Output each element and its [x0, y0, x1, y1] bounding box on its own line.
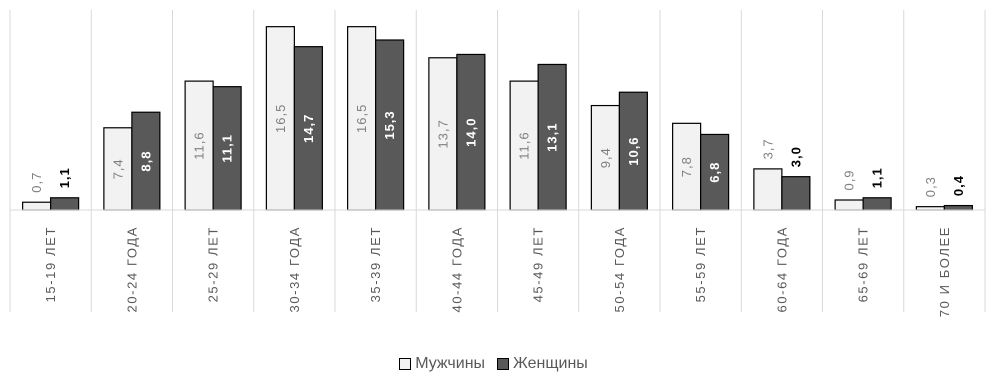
legend-label-men: Мужчины	[415, 355, 486, 372]
category-label-11: 65-69 ЛЕТ	[856, 226, 871, 302]
value-label-women-5: 15,3	[382, 110, 397, 139]
value-label-women-12: 0,4	[951, 175, 966, 196]
value-label-women-1: 1,1	[57, 167, 72, 188]
value-label-women-3: 11,1	[220, 134, 235, 163]
value-label-men-5: 16,5	[354, 104, 369, 133]
bar-women-10	[781, 176, 811, 211]
value-label-women-10: 3,0	[788, 146, 803, 167]
bar-women-1	[50, 197, 80, 211]
value-label-women-7: 13,1	[545, 123, 560, 152]
category-label-8: 50-54 ГОДА	[612, 226, 627, 312]
bar-men-11	[834, 199, 864, 211]
value-label-women-8: 10,6	[626, 136, 641, 165]
bar-women-7	[537, 63, 567, 211]
legend-label-women: Женщины	[513, 355, 588, 372]
category-label-3: 25-29 ЛЕТ	[206, 226, 221, 302]
category-label-7: 45-49 ЛЕТ	[531, 226, 546, 302]
value-label-men-3: 11,6	[192, 131, 207, 159]
value-label-men-6: 13,7	[435, 119, 450, 148]
legend-swatch-women	[497, 358, 510, 370]
value-label-men-2: 7,4	[110, 158, 125, 179]
value-label-women-11: 1,1	[870, 167, 885, 188]
bar-men-1	[22, 201, 52, 211]
category-label-2: 20-24 ГОДА	[124, 226, 139, 312]
value-label-men-12: 0,3	[923, 176, 938, 197]
bar-women-12	[943, 204, 973, 211]
category-label-5: 35-39 ЛЕТ	[368, 226, 383, 302]
value-label-men-11: 0,9	[842, 169, 857, 190]
category-label-9: 55-59 ЛЕТ	[693, 226, 708, 302]
bar-women-8	[618, 91, 648, 211]
bar-women-3	[212, 86, 242, 211]
value-label-men-1: 0,7	[29, 172, 44, 193]
value-label-men-8: 9,4	[598, 147, 613, 168]
bar-men-10	[753, 168, 783, 211]
value-label-women-9: 6,8	[707, 162, 722, 183]
value-label-men-7: 11,6	[517, 131, 532, 159]
category-label-10: 60-64 ГОДА	[774, 226, 789, 312]
bar-men-6	[428, 57, 458, 211]
value-label-women-2: 8,8	[138, 151, 153, 172]
bar-women-5	[375, 39, 405, 211]
bar-men-8	[590, 104, 620, 211]
bar-men-4	[265, 26, 295, 211]
legend: Мужчины Женщины	[0, 354, 987, 374]
value-label-women-4: 14,7	[301, 114, 316, 143]
legend-item-women: Женщины	[497, 355, 588, 373]
legend-swatch-men	[399, 358, 412, 370]
value-label-men-9: 7,8	[679, 156, 694, 177]
category-label-12: 70 И БОЛЕЕ	[937, 226, 952, 317]
category-label-4: 30-34 ГОДА	[287, 226, 302, 312]
bar-women-11	[862, 197, 892, 211]
bar-women-4	[293, 46, 323, 211]
value-label-men-10: 3,7	[760, 138, 775, 159]
value-label-men-4: 16,5	[273, 104, 288, 133]
bar-women-9	[700, 133, 730, 211]
legend-item-men: Мужчины	[399, 355, 485, 373]
category-label-6: 40-44 ГОДА	[449, 226, 464, 312]
bar-women-6	[456, 53, 486, 211]
value-label-women-6: 14,0	[463, 118, 478, 147]
category-label-1: 15-19 ЛЕТ	[43, 226, 58, 302]
